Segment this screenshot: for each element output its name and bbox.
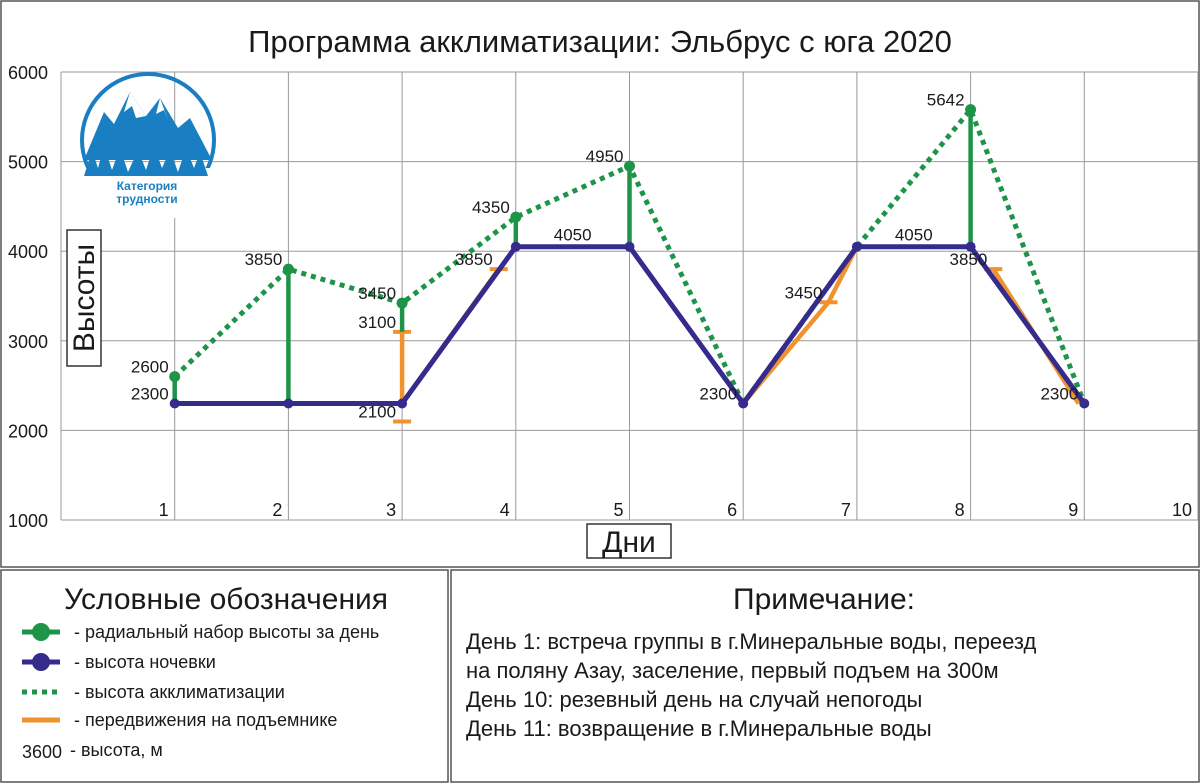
y-tick-label: 1000 [8,511,48,531]
overnight-point [738,398,749,409]
legend-swatch-dot [32,653,50,671]
notes-lines: День 1: встреча группы в г.Минеральные в… [466,629,1037,741]
overnight-point [851,241,862,252]
legend-height-label: - высота, м [70,740,163,760]
overnight-point [283,398,294,409]
y-tick-labels: 1000 2000 3000 4000 5000 6000 [8,63,48,531]
legend-frame [0,569,449,783]
data-label: 3850 [245,250,283,269]
x-tick-label: 1 [159,500,169,520]
radial-peak-point [965,104,977,116]
notes-line: День 1: встреча группы в г.Минеральные в… [466,629,1037,654]
data-label: 2300 [699,385,737,404]
y-tick-label: 6000 [8,63,48,83]
x-axis-label-box: Дни [586,523,672,559]
data-label: 5642 [927,91,965,110]
chart-title: Программа акклиматизации: Эльбрус с юга … [248,24,952,59]
x-tick-labels: 1 2 3 4 5 6 7 8 9 10 [159,500,1192,520]
data-labels: 2600 2300 3850 3450 3100 2100 4350 3850 4050 4950… [131,91,1078,422]
y-tick-label: 5000 [8,153,48,173]
x-tick-label: 7 [841,500,851,520]
radial-peak-point [169,371,181,383]
x-tick-label: 2 [272,500,282,520]
notes-frame [450,569,1200,783]
x-tick-label: 5 [613,500,623,520]
data-label: 3100 [358,313,396,332]
data-label: 4050 [895,226,933,245]
legend-height-example: 3600 [22,742,62,762]
y-tick-label: 3000 [8,332,48,352]
mountain-icon [84,92,212,160]
x-tick-label: 4 [500,500,510,520]
y-tick-label: 4000 [8,242,48,262]
data-marks [169,104,1090,424]
overnight-point [397,398,408,409]
data-label: 3850 [950,250,988,269]
legend-swatch-dot [32,623,50,641]
y-axis-label-box: Высоты [66,229,102,367]
x-tick-label: 6 [727,500,737,520]
data-label: 4050 [554,226,592,245]
radial-peak-point [282,263,294,275]
notes-title: Примечание: [733,583,915,616]
overnight-point [965,241,976,252]
notes-line: День 10: резевный день на случай непогод… [466,687,922,712]
data-label: 2600 [131,358,169,377]
logo-text-2: трудности [116,192,177,206]
difficulty-logo: Категория трудности [76,72,221,218]
notes-line: на поляну Азау, заселение, первый подъем… [466,658,999,683]
legend-item-label: - высота ночевки [74,652,216,672]
radial-peak-point [396,297,408,309]
data-label: 3850 [455,250,493,269]
forest-icon [84,146,208,176]
data-label: 4350 [472,198,510,217]
radial-peak-point [510,211,522,223]
legend-item-label: - высота акклиматизации [74,682,285,702]
data-label: 2100 [358,402,396,421]
overnight-point [169,398,180,409]
legend-title: Условные обозначения [64,583,388,616]
x-tick-label: 3 [386,500,396,520]
legend-items: - радиальный набор высоты за день - высот… [22,622,379,730]
chart-frame [0,0,1200,568]
data-label: 3450 [358,284,396,303]
x-tick-label: 8 [955,500,965,520]
notes-line: День 11: возвращение в г.Минеральные вод… [466,716,932,741]
overnight-point [510,241,521,252]
y-axis-label: Высоты [68,244,101,352]
data-label: 4950 [586,147,624,166]
data-label: 2300 [131,385,169,404]
radial-peak-point [624,160,635,172]
x-tick-label: 10 [1172,500,1192,520]
y-tick-label: 2000 [8,421,48,441]
x-axis-label: Дни [602,526,656,559]
legend-item-label: - радиальный набор высоты за день [74,622,379,642]
overnight-point [1079,398,1090,409]
x-tick-label: 9 [1068,500,1078,520]
logo-text-1: Категория [117,179,178,193]
overnight-point [624,241,635,252]
data-label: 3450 [785,283,823,302]
data-label: 2300 [1040,385,1078,404]
legend-item-label: - передвижения на подъемнике [74,710,337,730]
